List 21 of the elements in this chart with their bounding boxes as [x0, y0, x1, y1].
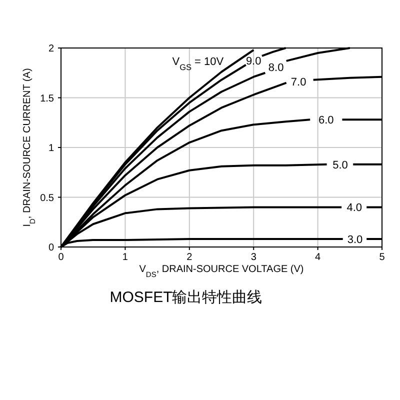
series-label: 7.0 [290, 76, 306, 88]
series-label: V$_{GS}$ = 10V [172, 56, 224, 72]
y-tick-label: 1 [48, 143, 54, 154]
x-tick-label: 4 [315, 252, 322, 263]
x-axis-title: V$_{DS}$, DRAIN-SOURCE VOLTAGE (V) [139, 264, 304, 278]
series-label: 6.0 [318, 114, 334, 127]
x-tick-label: 5 [379, 252, 386, 263]
y-tick-label: 2 [48, 44, 54, 54]
x-tick-label: 0 [58, 252, 64, 263]
series-label: 5.0 [332, 159, 348, 172]
series-label: 9.0 [246, 55, 262, 68]
series-label: 3.0 [347, 234, 363, 246]
x-tick-label: 3 [250, 252, 257, 263]
y-tick-label: 0.5 [40, 192, 54, 204]
series-label: 8.0 [268, 62, 284, 74]
y-tick-label: 0 [48, 242, 54, 254]
series-label: 4.0 [346, 202, 362, 214]
x-tick-label: 2 [186, 252, 193, 263]
y-tick-label: 1.5 [40, 93, 54, 104]
x-tick-label: 1 [122, 252, 128, 263]
text: MOSFET输出特性曲线 [110, 289, 262, 306]
